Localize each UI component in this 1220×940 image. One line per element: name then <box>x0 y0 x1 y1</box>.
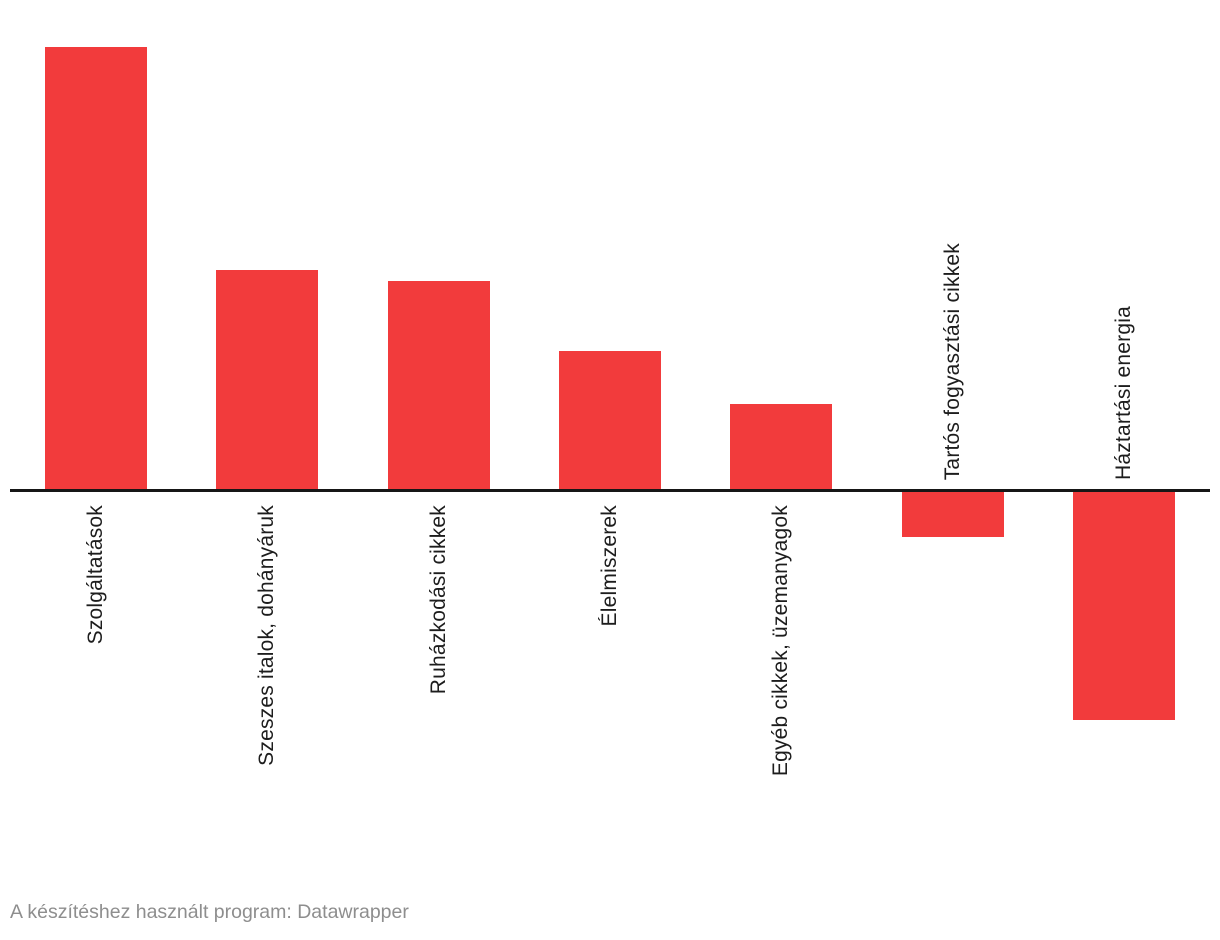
category-label: Háztartási energia <box>1112 305 1136 480</box>
category-label: Élelmiszerek <box>598 504 622 626</box>
category-label: Szeszes italok, dohányáruk <box>255 504 279 766</box>
category-label: Szolgáltatások <box>84 504 107 644</box>
category-label: Ruházkodási cikkek <box>426 504 450 694</box>
bar[interactable] <box>387 281 490 489</box>
category-label: Egyéb cikkek, üzemanyagok <box>769 504 793 776</box>
bar[interactable] <box>901 491 1004 537</box>
x-axis-line <box>10 489 1210 492</box>
bar[interactable] <box>730 404 833 489</box>
category-label: Tartós fogyasztási cikkek <box>940 242 964 480</box>
bar[interactable] <box>45 47 147 489</box>
bar[interactable] <box>559 351 662 489</box>
bar[interactable] <box>1073 491 1176 720</box>
footer-attribution: A készítéshez használt program: Datawrap… <box>10 901 409 923</box>
bar[interactable] <box>216 270 319 489</box>
